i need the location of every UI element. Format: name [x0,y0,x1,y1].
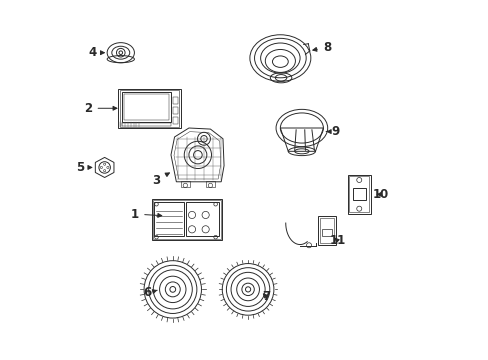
Text: 3: 3 [152,173,169,186]
Bar [153,200,221,239]
Bar [122,123,170,126]
Bar [352,188,365,200]
Text: 6: 6 [143,287,157,300]
Bar [118,89,181,128]
Text: 11: 11 [329,234,345,247]
Bar [173,97,178,104]
Text: 7: 7 [262,290,269,303]
Bar [122,92,170,122]
Bar [123,94,168,120]
Bar [206,181,214,187]
Bar [185,202,219,237]
Bar [154,202,183,237]
Bar [317,216,335,244]
Text: 1: 1 [131,208,162,221]
Bar [152,199,222,240]
Bar [173,107,178,114]
Text: 9: 9 [325,125,339,138]
Bar [319,218,333,243]
Bar [173,117,178,125]
Bar [349,176,368,212]
Text: 5: 5 [76,161,92,174]
Bar [347,175,370,214]
Text: 10: 10 [372,188,388,201]
Bar [181,181,189,187]
Text: 2: 2 [84,102,117,115]
Text: 4: 4 [88,46,104,59]
Bar [119,90,179,127]
Bar [322,229,331,236]
Text: 8: 8 [312,41,330,54]
